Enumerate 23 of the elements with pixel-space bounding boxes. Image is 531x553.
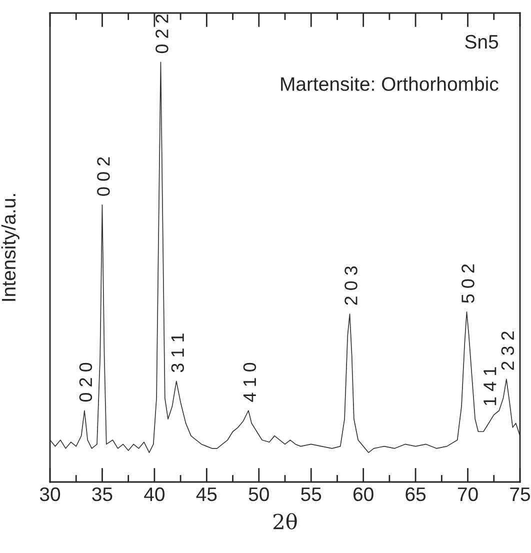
annotation: 5 0 2: [462, 264, 474, 303]
annotation: 4 1 0: [243, 362, 256, 402]
x-tick-label: 65: [406, 487, 426, 502]
x-tick-label: 35: [92, 487, 112, 502]
annotation: 0 2 0: [79, 362, 92, 402]
x-tick-label: 50: [248, 487, 269, 502]
x-tick-label: 30: [40, 487, 60, 502]
y-axis-title: Intensity/a.u.: [1, 194, 20, 301]
x-tick-label: 55: [301, 488, 322, 502]
x-tick-label: 70: [458, 487, 478, 502]
x-tick-label: 45: [196, 488, 217, 502]
annotation: 0 0 2: [97, 157, 110, 196]
x-tick-label: 60: [354, 487, 374, 502]
annotation: 2 0 3: [344, 266, 358, 305]
x-tick-label: 40: [144, 487, 164, 502]
annotation: 2 3 2: [501, 332, 514, 370]
annotation: 1 4 1: [484, 367, 496, 406]
annotation: 3 1 1: [171, 334, 184, 372]
text: Sn5: [465, 34, 498, 49]
x-tick-label: 75: [510, 488, 530, 502]
annotation: 0 2 2: [156, 14, 168, 54]
x-axis-title: 2θ: [274, 513, 297, 530]
annotation: Martensite: Orthorhombic: [281, 76, 498, 91]
